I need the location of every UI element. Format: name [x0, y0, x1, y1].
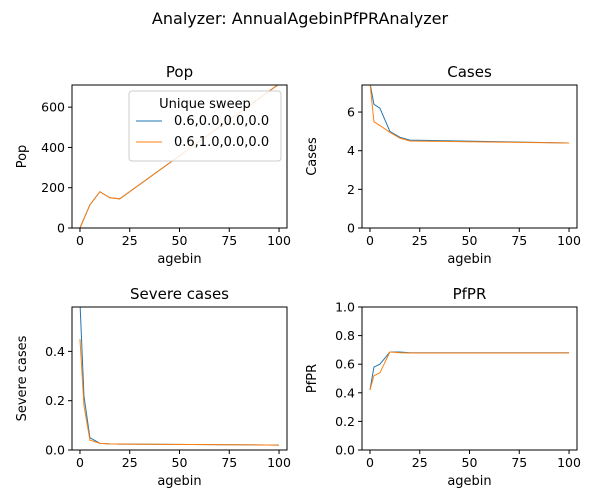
x-tick-label: 50 [172, 455, 188, 470]
y-tick-label: 0.2 [335, 414, 355, 429]
x-tick-label: 0 [76, 233, 84, 248]
series-line-2 [369, 351, 570, 391]
legend-entry-label: 0.6,1.0,0.0,0.0 [174, 135, 269, 150]
x-tick-label: 25 [412, 455, 428, 470]
x-tick-label: 75 [221, 233, 237, 248]
series-line-2 [79, 339, 280, 446]
y-tick-label: 200 [41, 180, 65, 195]
x-axis-label: agebin [157, 252, 201, 267]
panel-title: Severe cases [130, 285, 229, 303]
y-tick-label: 0.4 [45, 344, 65, 359]
y-tick-label: 400 [41, 140, 65, 155]
y-tick-label: 0 [57, 221, 65, 236]
x-axis-label: agebin [447, 252, 491, 267]
legend-entry-label: 0.6,0.0,0.0,0.0 [174, 114, 269, 129]
x-tick-label: 50 [172, 233, 188, 248]
y-tick-label: 0.6 [335, 357, 355, 372]
x-tick-label: 25 [122, 233, 138, 248]
figure-title: Analyzer: AnnualAgebinPfPRAnalyzer [152, 9, 449, 28]
panel-severe-cases: 0 25 50 75 100 0.0 0.2 0.4 Severe cases agebin Sev… [15, 285, 291, 489]
panel-title: Pop [166, 63, 193, 81]
panel-title: Cases [447, 63, 492, 81]
x-tick-label: 100 [557, 455, 581, 470]
x-tick-label: 25 [412, 233, 428, 248]
x-tick-label: 0 [366, 455, 374, 470]
x-tick-label: 75 [511, 455, 527, 470]
x-axis-label: agebin [447, 474, 491, 489]
x-tick-label: 100 [267, 455, 291, 470]
y-tick-label: 0.0 [335, 443, 355, 458]
y-axis-label: Severe cases [15, 335, 30, 421]
series-line-2 [369, 85, 570, 144]
y-tick-label: 1.0 [335, 300, 355, 315]
y-tick-label: 2 [347, 182, 355, 197]
y-tick-label: 0 [347, 221, 355, 236]
panel-cases: 0 25 50 75 100 0 2 4 6 Cases agebin Cases [305, 63, 581, 267]
y-tick-label: 4 [347, 143, 355, 158]
legend-title: Unique sweep [159, 97, 251, 112]
y-tick-label: 600 [41, 100, 65, 115]
x-tick-label: 50 [462, 455, 478, 470]
x-tick-label: 100 [557, 233, 581, 248]
y-tick-label: 0.8 [335, 328, 355, 343]
x-tick-label: 0 [366, 233, 374, 248]
series-line-1 [369, 85, 570, 144]
y-axis-label: Cases [305, 137, 320, 176]
panel-title: PfPR [453, 285, 487, 303]
panel-pop: 0 25 50 75 100 0 200 400 600 Pop agebin Pop [15, 63, 291, 267]
y-axis-label: PfPR [305, 364, 320, 393]
x-tick-label: 75 [511, 233, 527, 248]
y-axis-label: Pop [15, 145, 30, 169]
x-tick-label: 100 [267, 233, 291, 248]
x-tick-label: 0 [76, 455, 84, 470]
legend: Unique sweep 0.6,0.0,0.0,0.0 0.6,1.0,0.0,0… [128, 90, 282, 162]
y-tick-label: 0.0 [45, 443, 65, 458]
y-tick-label: 0.4 [335, 385, 355, 400]
x-tick-label: 75 [221, 455, 237, 470]
series-line-2 [79, 85, 279, 228]
legend-box [128, 90, 282, 162]
x-tick-label: 50 [462, 233, 478, 248]
y-tick-label: 0.2 [45, 393, 65, 408]
y-tick-label: 6 [347, 105, 355, 120]
panel-pfpr: 0 25 50 75 100 0.0 0.2 0.4 0.6 0.8 1.0 PfPR agebin Pf… [305, 285, 581, 489]
x-tick-label: 25 [122, 455, 138, 470]
x-axis-label: agebin [157, 474, 201, 489]
